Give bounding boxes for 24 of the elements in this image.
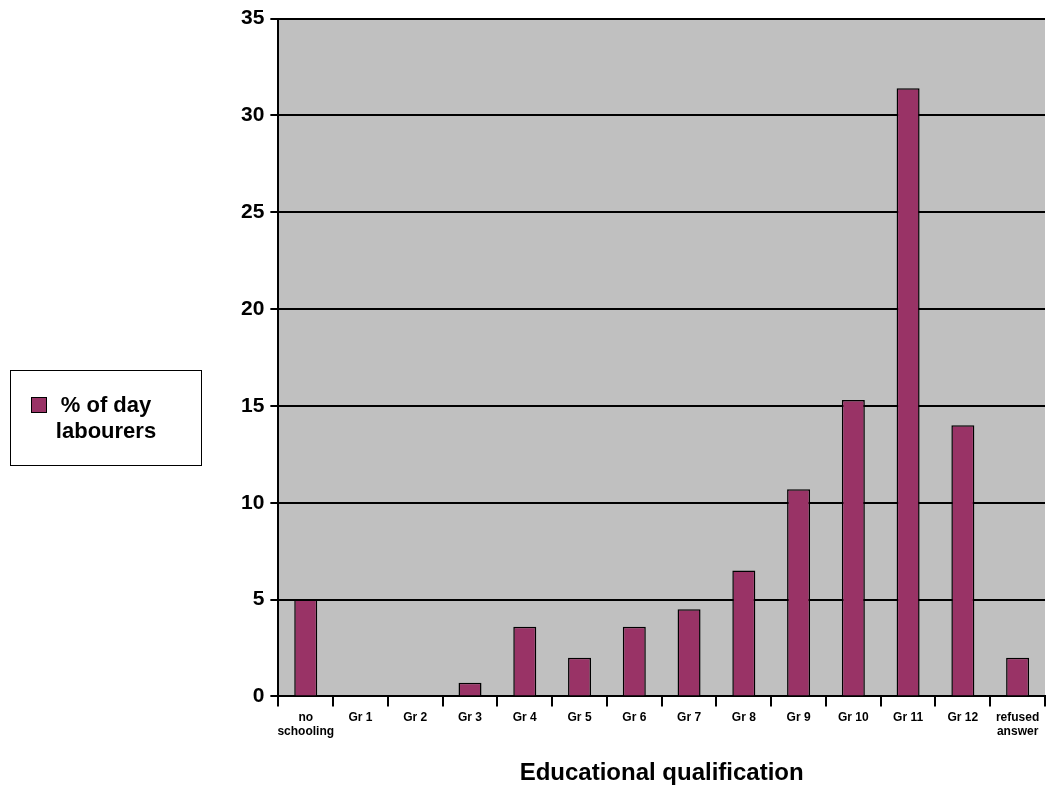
y-tick-label: 30 (241, 102, 265, 126)
x-tick-label: Gr 2 (403, 709, 428, 724)
y-tick-label: 10 (241, 489, 265, 513)
x-tick-label: Gr 9 (786, 709, 811, 724)
x-tick-label: Gr 6 (622, 709, 647, 724)
y-tick-label: 5 (252, 586, 265, 610)
x-tick-label: Gr 11 (893, 709, 924, 724)
x-tick-label: Gr 5 (567, 709, 592, 724)
y-tick-label: 0 (252, 683, 265, 707)
y-tick-label: 20 (241, 295, 265, 319)
x-tick-label: refused answer (995, 709, 1040, 739)
x-tick-label: Gr 12 (947, 709, 979, 724)
x-tick-label: Gr 4 (512, 709, 538, 724)
x-tick-label: no schooling (277, 709, 335, 739)
y-tick-label: 25 (241, 199, 265, 223)
y-tick-label: 35 (241, 5, 265, 29)
x-tick-label: Gr 8 (731, 709, 757, 724)
x-tick-label: Gr 3 (458, 709, 483, 724)
y-tick-label: 15 (241, 392, 265, 416)
x-tick-label: Gr 1 (348, 709, 373, 724)
x-tick-label: Gr 10 (838, 709, 870, 724)
legend-label: % of day labourers (54, 391, 158, 444)
x-tick-label: Gr 7 (677, 709, 702, 724)
x-axis-title: Educational qualification (519, 758, 804, 786)
